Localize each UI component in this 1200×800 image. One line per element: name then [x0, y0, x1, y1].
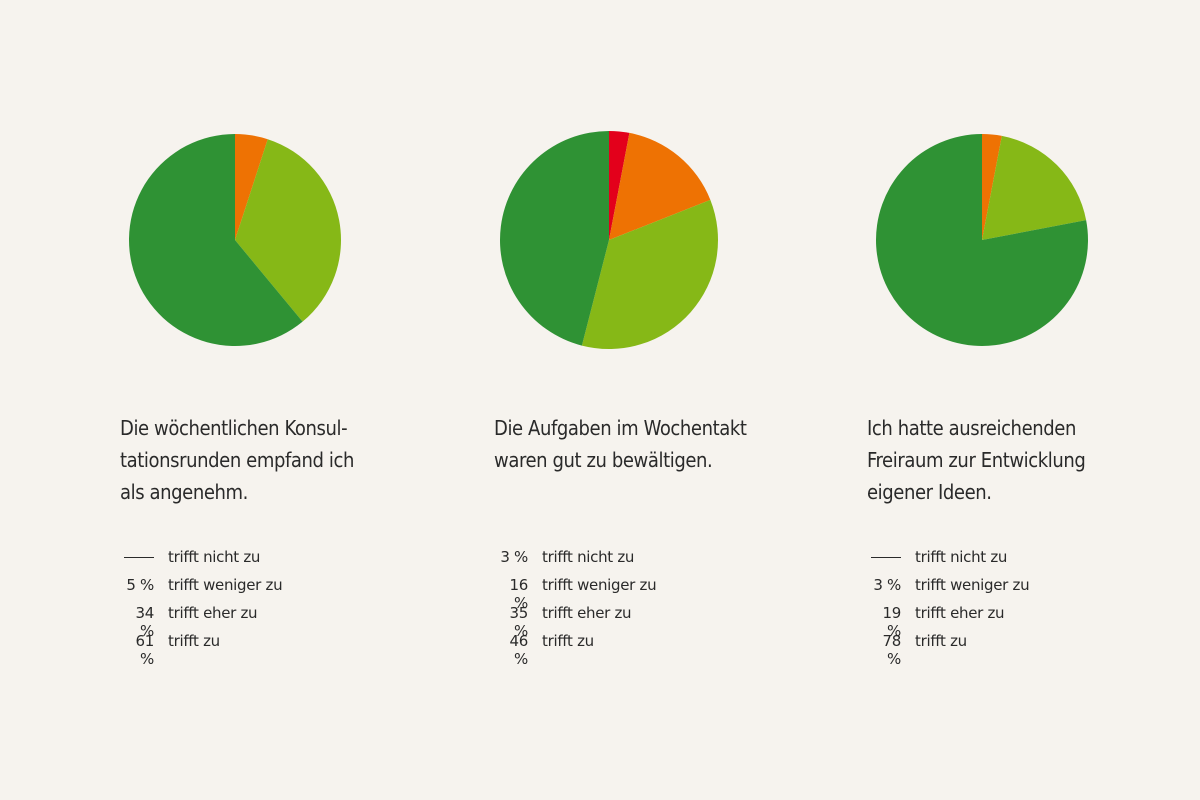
- legend-row: 35 % trifft eher zu: [494, 600, 794, 640]
- pie-slice-trifft-weniger-zu: [982, 134, 1002, 240]
- legend-row: 19 % trifft eher zu: [867, 600, 1167, 640]
- legend-label: trifft nicht zu: [915, 548, 1008, 566]
- legend-label: trifft zu: [168, 632, 220, 650]
- legend-1: trifft nicht zu 5 % trifft weniger zu 34…: [120, 544, 420, 668]
- legend-label: trifft weniger zu: [915, 576, 1030, 594]
- legend-row: trifft nicht zu: [867, 544, 1167, 572]
- legend-row: 5 % trifft weniger zu: [120, 572, 420, 600]
- chart-panel-2: Die Aufgaben im Wochentakt waren gut zu …: [494, 0, 834, 800]
- pie-chart-3: [876, 134, 1088, 346]
- legend-value: 34 %: [135, 604, 155, 640]
- legend-label: trifft zu: [915, 632, 967, 650]
- legend-2: 3 % trifft nicht zu 16 % trifft weniger …: [494, 544, 794, 668]
- legend-label: trifft weniger zu: [168, 576, 283, 594]
- chart-panel-3: Ich hatte ausreichenden Freiraum zur Ent…: [867, 0, 1200, 800]
- legend-row: 16 % trifft weniger zu: [494, 572, 794, 612]
- legend-value: 61 %: [135, 632, 155, 668]
- legend-label: trifft weniger zu: [542, 576, 657, 594]
- pie-slice-trifft-zu: [876, 134, 1088, 346]
- legend-value: 16 %: [509, 576, 529, 612]
- chart-title-2: Die Aufgaben im Wochentakt waren gut zu …: [494, 416, 747, 472]
- legend-label: trifft eher zu: [542, 604, 632, 622]
- legend-value: 3 %: [500, 548, 528, 566]
- legend-label: trifft eher zu: [915, 604, 1005, 622]
- legend-value: 19 %: [882, 604, 902, 640]
- legend-value: 78 %: [882, 632, 902, 668]
- pie-slice-trifft-weniger-zu: [609, 132, 711, 240]
- legend-label: trifft nicht zu: [168, 548, 261, 566]
- legend-row: 3 % trifft nicht zu: [494, 544, 794, 572]
- legend-label: trifft nicht zu: [542, 548, 635, 566]
- legend-value: 3 %: [873, 576, 901, 594]
- legend-row: 3 % trifft weniger zu: [867, 572, 1167, 600]
- chart-title-3: Ich hatte ausreichenden Freiraum zur Ent…: [867, 416, 1086, 504]
- legend-value: 5 %: [126, 576, 154, 594]
- legend-label: trifft zu: [542, 632, 594, 650]
- no-value-dash: [124, 557, 154, 558]
- legend-row: 78 % trifft zu: [867, 628, 1167, 668]
- pie-slice-trifft-nicht-zu: [609, 131, 630, 240]
- legend-value: 46 %: [509, 632, 529, 668]
- legend-value: 35 %: [509, 604, 529, 640]
- legend-row: 34 % trifft eher zu: [120, 600, 420, 640]
- pie-slice-trifft-weniger-zu: [235, 134, 268, 240]
- legend-row: 61 % trifft zu: [120, 628, 420, 668]
- pie-chart-1: [128, 134, 341, 346]
- no-value-dash: [871, 557, 901, 558]
- legend-row: 46 % trifft zu: [494, 628, 794, 668]
- pie-slice-trifft-eher-zu: [235, 139, 341, 322]
- chart-title-1: Die wöchentlichen Konsul- tationsrunden …: [120, 416, 354, 504]
- pie-slice-trifft-zu: [500, 131, 609, 346]
- pie-slice-trifft-zu: [128, 134, 303, 346]
- pie-chart-2: [500, 131, 718, 349]
- pie-slice-trifft-eher-zu: [581, 199, 718, 349]
- legend-row: trifft nicht zu: [120, 544, 420, 572]
- legend-3: trifft nicht zu 3 % trifft weniger zu 19…: [867, 544, 1167, 668]
- legend-label: trifft eher zu: [168, 604, 258, 622]
- pie-slice-trifft-eher-zu: [982, 135, 1087, 240]
- chart-panel-1: Die wöchentlichen Konsul- tationsrunden …: [120, 0, 460, 800]
